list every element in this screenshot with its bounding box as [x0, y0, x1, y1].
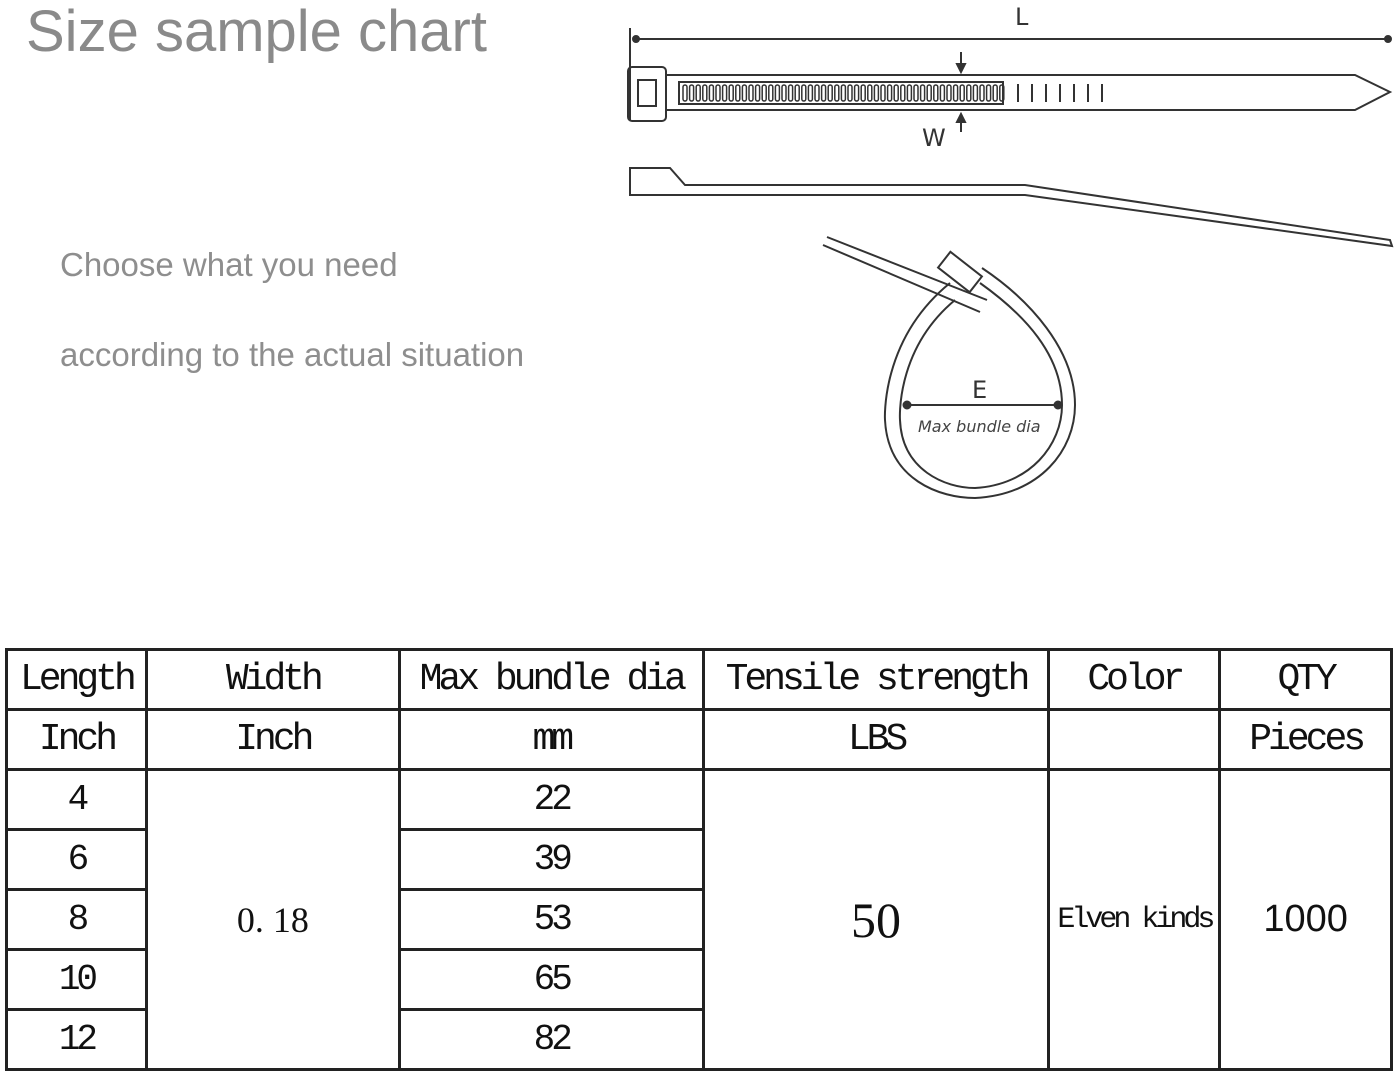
tie-tooth	[781, 84, 787, 102]
width-label: W	[922, 124, 946, 152]
tie-tooth	[715, 84, 721, 102]
length-cell: 8	[5, 888, 148, 951]
subtitle-line-2: according to the actual situation	[60, 336, 525, 373]
tie-tooth	[926, 84, 932, 102]
tie-tooth	[827, 84, 833, 102]
tie-tooth	[853, 84, 860, 102]
max-bundle-dia-cell: 65	[397, 948, 705, 1011]
tie-tooth	[774, 84, 781, 102]
tie-tooth	[768, 84, 774, 102]
tie-tooth	[708, 84, 715, 102]
unit-width: Inch	[144, 708, 401, 771]
length-cell: 12	[5, 1008, 148, 1071]
header-tensile-strength: Tensile strength	[701, 648, 1051, 711]
tie-tooth	[754, 84, 761, 102]
length-label: L	[1015, 3, 1029, 31]
tie-tooth	[966, 84, 972, 102]
tie-tooth	[787, 84, 794, 102]
max-bundle-dia-cell: 39	[397, 828, 705, 891]
table-row: 8 53	[5, 888, 1392, 951]
tie-tooth	[748, 84, 754, 102]
header-color: Color	[1047, 648, 1222, 711]
diameter-label: E	[972, 376, 987, 404]
tie-tooth	[979, 84, 985, 102]
max-bundle-dia-cell: 22	[397, 768, 705, 831]
tie-tooth	[952, 84, 959, 102]
tie-tooth	[761, 84, 767, 102]
qty-cell: 1000	[1218, 768, 1393, 1071]
unit-qty: Pieces	[1218, 708, 1393, 771]
tie-tooth	[906, 84, 913, 102]
tie-tooth	[807, 84, 814, 102]
unit-length: Inch	[5, 708, 148, 771]
tie-tooth	[814, 84, 820, 102]
length-cell: 10	[5, 948, 148, 1011]
tie-tooth	[999, 84, 1005, 102]
tie-tooth	[702, 84, 708, 102]
table-units-row: Inch Inch mm LBS Pieces	[5, 708, 1393, 771]
table-row: 6 39	[5, 828, 1392, 891]
tie-tooth	[801, 84, 807, 102]
tie-tooth	[820, 84, 827, 102]
tie-tooth	[893, 84, 899, 102]
unit-max-bundle-dia: mm	[397, 708, 705, 771]
length-cell: 6	[5, 828, 148, 891]
cable-tie-diagram: L W E Max bundle dia	[627, 3, 1394, 500]
width-cell: 0. 18	[144, 768, 401, 1071]
tie-tooth	[847, 84, 853, 102]
table-row: 12 82	[5, 1008, 1392, 1071]
tie-tooth	[880, 84, 886, 102]
unit-tensile-strength: LBS	[701, 708, 1051, 771]
tie-tooth	[695, 84, 701, 102]
table-header-row: Length Width Max bundle dia Tensile stre…	[5, 648, 1393, 711]
tie-tooth	[900, 84, 906, 102]
max-bundle-dia-cell: 82	[397, 1008, 705, 1071]
tie-tooth	[919, 84, 926, 102]
tie-tooth	[741, 84, 748, 102]
max-bundle-dia-cell: 53	[397, 888, 705, 951]
tie-tooth	[972, 84, 979, 102]
color-cell: Elven kinds	[1047, 768, 1222, 1071]
length-cell: 4	[5, 768, 148, 831]
header-width: Width	[144, 648, 401, 711]
subtitle-line-1: Choose what you need	[60, 246, 398, 283]
tie-tooth	[939, 84, 946, 102]
tie-tooth	[728, 84, 734, 102]
tie-tooth	[721, 84, 728, 102]
tie-loop-view	[822, 236, 1077, 500]
tie-tooth	[688, 84, 695, 102]
tie-tooth	[913, 84, 919, 102]
tie-tooth	[682, 84, 688, 102]
tie-tooth	[946, 84, 952, 102]
table-row: 4 0. 18 22 50 Elven kinds 1000	[5, 768, 1393, 1071]
size-table: Length Width Max bundle dia Tensile stre…	[5, 648, 1393, 1071]
tie-tooth	[985, 84, 992, 102]
tie-tooth	[840, 84, 847, 102]
tie-tooth	[886, 84, 893, 102]
header-qty: QTY	[1218, 648, 1393, 711]
tie-tooth	[834, 84, 840, 102]
tie-tooth	[735, 84, 741, 102]
tie-side-view	[629, 167, 1394, 248]
tie-tooth	[860, 84, 866, 102]
tie-tooth	[959, 84, 965, 102]
table-row: 10 65	[5, 948, 1392, 1011]
tie-tooth	[933, 84, 939, 102]
tie-tooth	[794, 84, 800, 102]
header-max-bundle-dia: Max bundle dia	[397, 648, 705, 711]
unit-color	[1047, 708, 1222, 771]
tie-tooth	[867, 84, 873, 102]
tie-top-view	[627, 66, 1393, 122]
page-title: Size sample chart	[26, 0, 487, 64]
tie-tooth	[873, 84, 880, 102]
tensile-strength-cell: 50	[701, 768, 1051, 1071]
header-length: Length	[5, 648, 148, 711]
diameter-caption: Max bundle dia	[918, 417, 1041, 436]
tie-tooth	[992, 84, 998, 102]
